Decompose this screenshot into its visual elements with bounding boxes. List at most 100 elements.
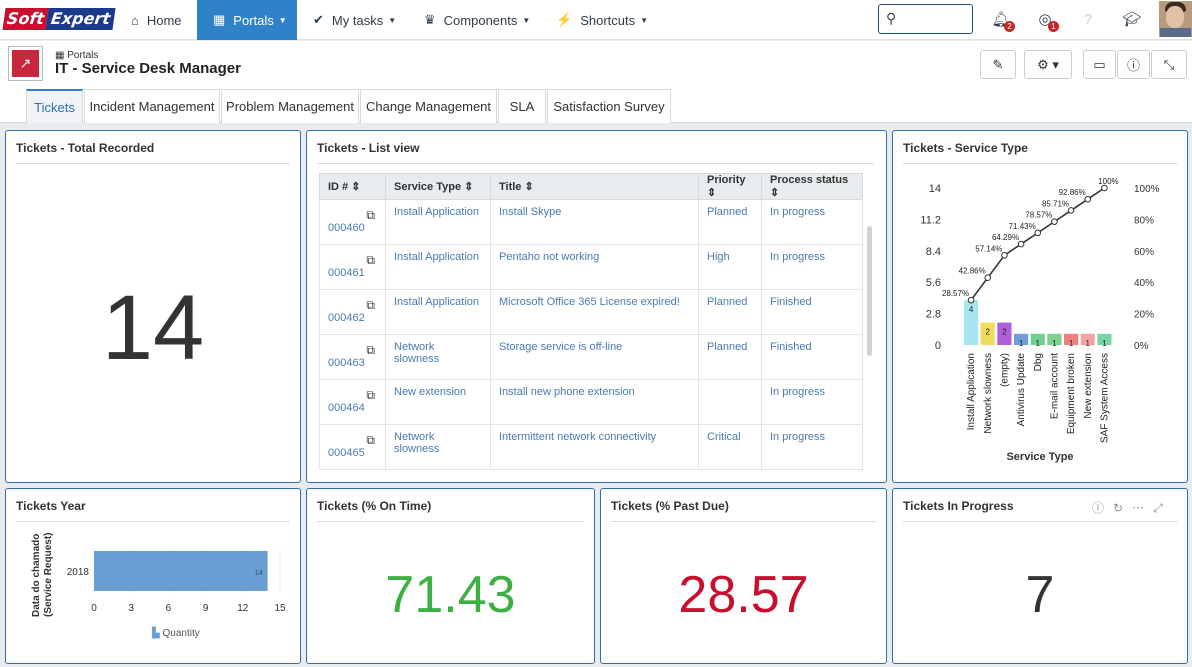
column-header-priority[interactable]: Priority ⇕ — [698, 173, 762, 200]
panel-title: Tickets Year — [16, 499, 86, 513]
bar-value-label: 14 — [255, 570, 263, 577]
cell-title: Install Skype — [490, 199, 699, 245]
table-row[interactable]: ⧉ 000465 Network slowness Intermittent ne… — [319, 424, 863, 470]
cumulative-label: 92.86% — [1059, 188, 1086, 197]
panel-on-time: Tickets (% On Time) 71.43 — [306, 488, 595, 664]
open-external-icon[interactable]: ⧉ — [366, 433, 375, 447]
cumulative-point — [1084, 195, 1092, 203]
user-avatar[interactable] — [1159, 1, 1192, 37]
open-external-icon[interactable]: ⧉ — [366, 253, 375, 267]
table-row[interactable]: ⧉ 000463 Network slowness Storage service… — [319, 334, 863, 380]
panel-past-due: Tickets (% Past Due) 28.57 — [600, 488, 887, 664]
cell-priority: Planned — [698, 199, 762, 245]
cell-title: Intermittent network connectivity — [490, 424, 699, 470]
panel-title: Tickets (% On Time) — [317, 499, 432, 513]
tab-sla[interactable]: SLA — [498, 89, 546, 123]
y-tick-label: 0 — [935, 340, 941, 352]
cell-title: Install new phone extension — [490, 379, 699, 425]
id-value: 000461 — [328, 267, 365, 279]
tab-change-management[interactable]: Change Management — [360, 89, 497, 123]
cumulative-label: 85.71% — [1042, 199, 1069, 208]
header-label: Priority — [707, 174, 746, 186]
cell-status: Finished — [761, 334, 863, 380]
bar-value-label: 1 — [1052, 339, 1057, 348]
cell-title: Storage service is off-line — [490, 334, 699, 380]
nav-components[interactable]: ♛ Components ▼ — [424, 0, 530, 40]
column-header-service-type[interactable]: Service Type ⇕ — [385, 173, 491, 200]
workflow-tasks[interactable]: ◎ 1 — [1034, 8, 1059, 32]
legend-label: Quantity — [162, 628, 200, 639]
tab-problem-management[interactable]: Problem Management — [221, 89, 359, 123]
table-row[interactable]: ⧉ 000462 Install Application Microsoft Of… — [319, 289, 863, 335]
year-chart: 0 3 6 9 12 15 14 2018 — [67, 549, 286, 614]
softexpert-logo[interactable]: Soft Expert — [2, 8, 116, 30]
tab-label: SLA — [509, 99, 535, 114]
grid-icon: ▦ — [213, 12, 226, 27]
x-category-label: Dbg — [1033, 353, 1044, 371]
open-external-icon[interactable]: ⧉ — [366, 388, 375, 402]
x-category-label: Install Application — [966, 353, 977, 430]
nav-home[interactable]: ⌂ Home — [131, 0, 182, 40]
cell-priority — [698, 379, 762, 425]
y2-tick-label: 0% — [1134, 341, 1149, 352]
nav-portals[interactable]: ▦ Portals ▼ — [197, 0, 297, 40]
bar-value-label: 2 — [986, 328, 991, 337]
column-header-title[interactable]: Title ⇕ — [490, 173, 699, 200]
home-icon: ⌂ — [131, 12, 139, 28]
open-external-icon[interactable]: ⧉ — [366, 343, 375, 357]
cell-id[interactable]: ⧉ 000464 — [319, 379, 386, 425]
help-button[interactable]: ? — [1077, 8, 1099, 30]
open-external-icon[interactable]: ⧉ — [366, 208, 375, 222]
x-tick-label: 15 — [274, 603, 286, 614]
tab-satisfaction-survey[interactable]: Satisfaction Survey — [547, 89, 671, 123]
nav-my-tasks[interactable]: ✔ My tasks ▼ — [313, 0, 396, 40]
bar — [1047, 333, 1062, 345]
x-tick-label: 6 — [166, 603, 172, 614]
tab-incident-management[interactable]: Incident Management — [84, 89, 220, 123]
list-scrollbar[interactable] — [867, 226, 872, 356]
table-row[interactable]: ⧉ 000460 Install Application Install Skyp… — [319, 199, 863, 245]
panel-list-view: Tickets - List view ID # ⇕ Service Type … — [306, 130, 887, 483]
tab-label: Satisfaction Survey — [553, 99, 665, 114]
caret-down-icon: ▼ — [640, 15, 649, 25]
cell-status: In progress — [761, 199, 863, 245]
y-tick-label: 14 — [929, 183, 941, 195]
cell-id[interactable]: ⧉ 000462 — [319, 289, 386, 335]
total-recorded-value: 14 — [101, 277, 205, 379]
x-tick-label: 12 — [237, 603, 249, 614]
cell-id[interactable]: ⧉ 000460 — [319, 199, 386, 245]
cell-service-type: Install Application — [385, 199, 491, 245]
cell-id[interactable]: ⧉ 000461 — [319, 244, 386, 290]
cumulative-point — [1101, 184, 1108, 192]
id-value: 000462 — [328, 312, 365, 324]
cell-id[interactable]: ⧉ 000465 — [319, 424, 386, 470]
refresh-icon[interactable]: ↻ — [1113, 501, 1133, 515]
x-tick-label: 0 — [91, 603, 97, 614]
column-header-id[interactable]: ID # ⇕ — [319, 173, 386, 200]
edit-button[interactable]: ✎ — [980, 50, 1016, 79]
open-external-icon[interactable]: ⧉ — [366, 298, 375, 312]
more-icon[interactable]: ⋯ — [1132, 501, 1154, 515]
notifications-bell[interactable]: 🔔︎ 2 — [990, 8, 1015, 32]
tickets-table: ID # ⇕ Service Type ⇕ Title ⇕ Priority ⇕… — [319, 173, 863, 470]
service-type-chart: 14 11.2 8.4 5.6 2.8 0 100% 80% 60% 40% 20% 0% 4 Insta… — [920, 177, 1159, 443]
nav-shortcuts[interactable]: ⚡ Shortcuts ▼ — [556, 0, 648, 40]
table-row[interactable]: ⧉ 000461 Install Application Pentaho not … — [319, 244, 863, 290]
tab-tickets[interactable]: Tickets — [26, 89, 83, 123]
search-input[interactable]: ⚲ — [878, 4, 973, 34]
breadcrumb[interactable]: ▦ Portals — [55, 50, 98, 61]
collapse-button[interactable]: ⤡ — [1151, 50, 1187, 79]
column-header-process-status[interactable]: Process status ⇕ — [761, 173, 863, 200]
learning-button[interactable]: 🎓︎ — [1121, 8, 1143, 30]
info-button[interactable]: ⓘ — [1117, 50, 1150, 79]
cell-id[interactable]: ⧉ 000463 — [319, 334, 386, 380]
caret-down-icon: ▼ — [278, 15, 287, 25]
expand-icon[interactable]: ⤢ — [1153, 501, 1172, 515]
cell-service-type: Install Application — [385, 289, 491, 335]
present-button[interactable]: ▭ — [1083, 50, 1116, 79]
settings-button[interactable]: ⚙ ▾ — [1024, 50, 1072, 79]
cell-status: Finished — [761, 289, 863, 335]
tasks-badge: 1 — [1048, 21, 1059, 32]
info-icon[interactable]: ⓘ — [1092, 501, 1114, 515]
table-row[interactable]: ⧉ 000464 New extension Install new phone … — [319, 379, 863, 425]
